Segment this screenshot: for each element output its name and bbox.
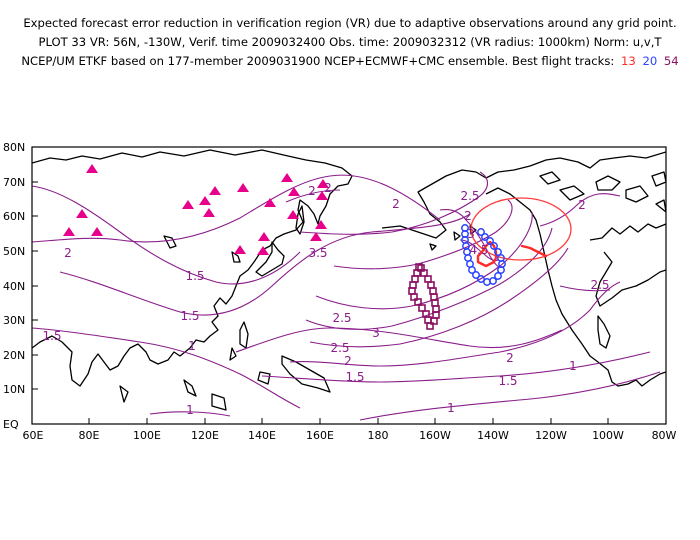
- obs-triangle: [182, 200, 194, 209]
- obs-triangle: [281, 173, 293, 182]
- track-label-20: 20: [642, 54, 658, 68]
- contour-label: 4.5: [469, 243, 488, 257]
- contour-label: 2: [308, 184, 316, 198]
- obs-triangle: [317, 179, 329, 188]
- latitude-labels: 80N 70N 60N 50N 40N 30N 20N 10N EQ: [3, 141, 25, 431]
- lat-label: EQ: [3, 418, 19, 431]
- title-line-1: Expected forecast error reduction in ver…: [23, 16, 677, 30]
- contour-label: 2.5: [332, 311, 351, 325]
- lat-label: 70N: [3, 176, 25, 189]
- obs-triangle: [258, 232, 270, 241]
- obs-triangle: [203, 208, 215, 217]
- flight-track-54: [408, 263, 440, 330]
- lat-label: 20N: [3, 349, 25, 362]
- obs-triangle: [76, 209, 88, 218]
- contour-label: 3: [372, 326, 380, 340]
- obs-triangle: [91, 227, 103, 236]
- obs-triangle: [264, 198, 276, 207]
- contour-label: 1: [188, 339, 196, 353]
- obs-triangle: [316, 191, 328, 200]
- verification-region-circle: [470, 197, 572, 261]
- obs-triangle: [287, 210, 299, 219]
- obs-triangle: [237, 183, 249, 192]
- axis-ticks: [32, 146, 609, 424]
- contour-label: 1.5: [345, 370, 364, 384]
- obs-triangle: [310, 232, 322, 241]
- obs-triangle: [234, 245, 246, 254]
- track-label-54: 54: [663, 54, 679, 68]
- contour-label: 2: [392, 197, 400, 211]
- coastlines: [32, 149, 666, 411]
- lon-label: 80E: [79, 429, 100, 442]
- contour-label: 2.5: [460, 189, 479, 203]
- lon-label: 140W: [477, 429, 509, 442]
- contour-label: 2: [344, 354, 352, 368]
- obs-triangle: [86, 164, 98, 173]
- lat-label: 40N: [3, 280, 25, 293]
- flight-track-20: [461, 224, 506, 286]
- lat-label: 10N: [3, 383, 25, 396]
- title-line-2: PLOT 33 VR: 56N, -130W, Verif. time 2009…: [38, 35, 662, 49]
- lon-label: 100W: [592, 429, 624, 442]
- contour-label: 3.5: [308, 246, 327, 260]
- lat-label: 80N: [3, 141, 25, 154]
- contour-label: 2: [506, 351, 514, 365]
- lon-label: 60E: [23, 429, 44, 442]
- lon-label: 120E: [191, 429, 219, 442]
- contour-label: 1: [186, 403, 194, 417]
- map-content: 4.5 3 2.5 2 2 2 2 2.5 3.5 3 2.5 2 1.5 1.…: [32, 149, 666, 421]
- lat-label: 60N: [3, 210, 25, 223]
- lon-label: 100E: [133, 429, 161, 442]
- obs-triangle: [315, 220, 327, 229]
- contour-label: 1.5: [42, 329, 61, 343]
- contour-label: 2: [464, 209, 472, 223]
- obs-triangle: [199, 196, 211, 205]
- contour-label: 2: [578, 198, 586, 212]
- lon-label: 140E: [248, 429, 276, 442]
- obs-triangle: [257, 246, 269, 255]
- title-line-3: NCEP/UM ETKF based on 177-member 2009031…: [0, 52, 700, 71]
- lat-label: 30N: [3, 314, 25, 327]
- contour-label: 1.5: [180, 309, 199, 323]
- track-label-13: 13: [621, 54, 636, 68]
- lat-label: 50N: [3, 245, 25, 258]
- lon-label: 80W: [652, 429, 677, 442]
- obs-triangle: [288, 187, 300, 196]
- lon-label: 160W: [419, 429, 451, 442]
- title-line-3-text: NCEP/UM ETKF based on 177-member 2009031…: [21, 54, 615, 68]
- contour-lines: [32, 171, 661, 421]
- observation-sites: [63, 164, 329, 255]
- lon-label: 120W: [535, 429, 567, 442]
- flight-track-13: [476, 240, 548, 268]
- contour-label: 1: [447, 401, 455, 415]
- lon-label: 160E: [306, 429, 334, 442]
- longitude-labels: 60E 80E 100E 120E 140E 160E 180 160W 140…: [23, 429, 677, 442]
- contour-value-labels: 4.5 3 2.5 2 2 2 2 2.5 3.5 3 2.5 2 1.5 1.…: [42, 181, 609, 417]
- contour-label: 1: [569, 359, 577, 373]
- contour-label: 2: [324, 181, 332, 195]
- contour-label: 2: [64, 246, 72, 260]
- plot-header: Expected forecast error reduction in ver…: [0, 14, 700, 71]
- obs-triangle: [63, 227, 75, 236]
- obs-triangle: [209, 186, 221, 195]
- contour-label: 1.5: [498, 374, 517, 388]
- lon-label: 180: [368, 429, 389, 442]
- contour-label: 3: [467, 227, 475, 241]
- contour-label: 2.5: [330, 341, 349, 355]
- contour-label: 1.5: [185, 269, 204, 283]
- contour-label: 2.5: [590, 278, 609, 292]
